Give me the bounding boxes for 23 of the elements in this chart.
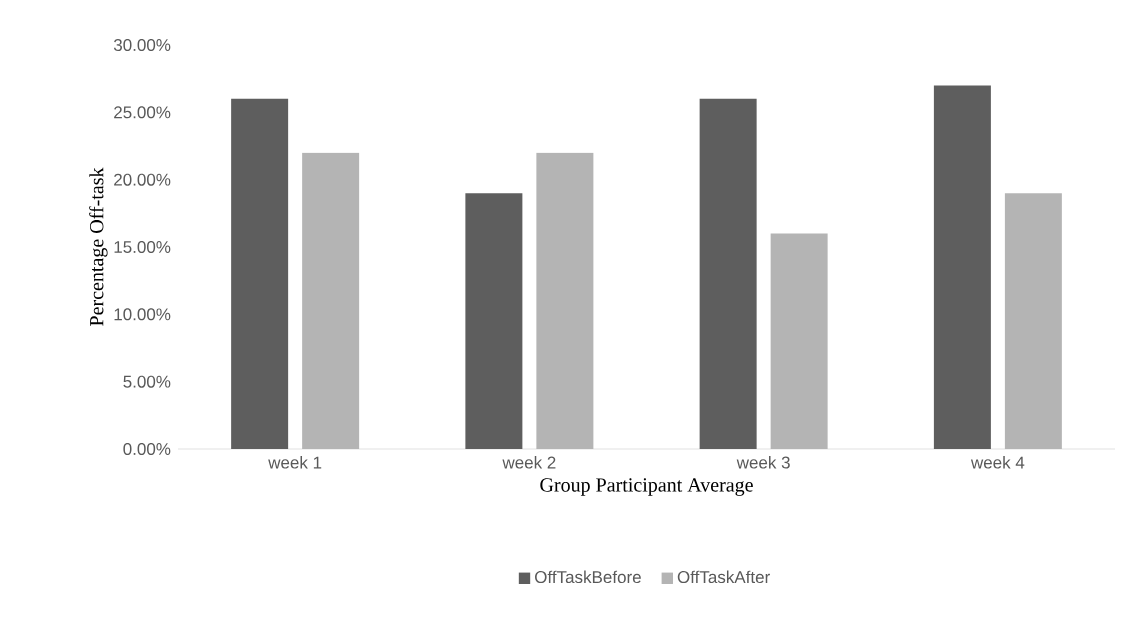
x-tick-label: week 1 — [268, 456, 322, 469]
x-axis-title: Group Participant Average — [540, 478, 753, 496]
bar — [933, 85, 991, 449]
y-tick-label: 30.00% — [113, 39, 171, 52]
bar — [699, 98, 757, 449]
bar — [231, 98, 289, 449]
legend-label: OffTaskAfter — [677, 570, 770, 584]
x-tick-label: week 3 — [736, 456, 790, 469]
y-tick-label: 20.00% — [114, 173, 171, 186]
y-tick-label: 0.00% — [123, 443, 171, 456]
y-tick-label: 25.00% — [114, 106, 171, 119]
x-tick-label: week 4 — [970, 456, 1025, 469]
bar — [465, 193, 523, 449]
x-tick-label: week 2 — [502, 456, 556, 469]
legend-label: OffTaskBefore — [535, 570, 641, 584]
bar — [536, 152, 594, 449]
y-tick-label: 5.00% — [123, 375, 171, 388]
bar — [302, 152, 360, 449]
y-axis-title: Percentage Off-task — [89, 167, 108, 326]
y-tick-label: 10.00% — [114, 308, 171, 321]
bar — [770, 233, 828, 449]
bar — [1004, 193, 1062, 449]
y-tick-label: 15.00% — [114, 241, 171, 254]
